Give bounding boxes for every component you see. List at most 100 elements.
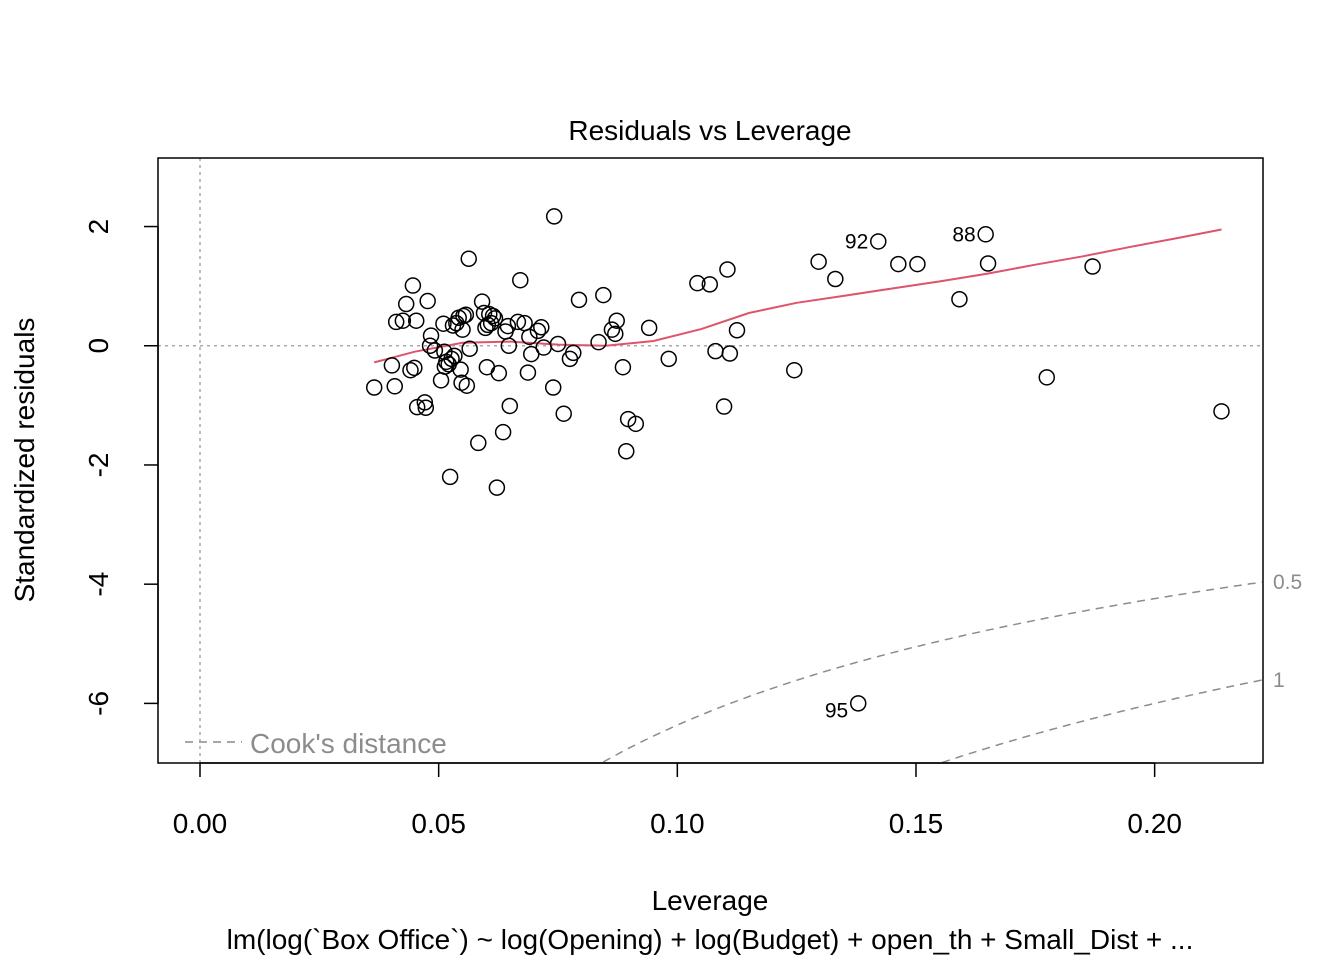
smoother-line-group [373,228,1222,364]
data-point [909,255,926,273]
data-point [443,350,460,368]
data-point [519,364,537,381]
data-point [533,319,550,336]
data-point [786,361,803,379]
data-point [394,312,412,329]
data-point [570,291,588,309]
x-tick-label: 0.00 [173,808,228,839]
data-point [870,233,887,250]
chart-title: Residuals vs Leverage [568,115,851,146]
data-point [435,315,452,332]
y-tick-label: -6 [83,691,114,716]
data-point [426,342,444,359]
data-point [640,319,658,337]
data-point [446,347,463,365]
data-point [482,314,500,332]
data-point [473,293,491,310]
data-point [555,405,572,422]
data-point [512,271,529,289]
data-point [1084,258,1101,275]
data-point [535,339,552,356]
data-point [461,340,478,357]
data-point [441,468,459,486]
data-point [458,377,476,394]
data-point [849,695,867,712]
y-tick-label: -4 [83,572,114,597]
reference-lines [158,158,1263,763]
data-point [387,313,405,331]
point-label: 88 [952,223,975,246]
data-point [608,312,625,329]
x-axis: 0.00 0.05 0.10 0.15 0.20 [173,762,1182,839]
data-point [457,306,475,324]
data-point [478,358,496,376]
x-tick-label: 0.20 [1127,808,1182,839]
model-formula-subtitle: lm(log(`Box Office`) ~ log(Opening) + lo… [227,924,1194,955]
data-point [715,398,733,415]
data-point [979,255,997,272]
y-tick-label: 2 [83,219,114,235]
data-point [827,270,844,288]
data-point [614,358,632,376]
data-point [417,399,435,416]
data-point [627,415,645,433]
data-point [689,274,706,292]
cooks-contour-line [602,581,1263,763]
point-label: 95 [825,699,848,722]
data-point [406,359,423,377]
data-point [529,322,547,340]
data-point [422,327,440,344]
data-point [544,379,562,396]
data-point [460,250,477,267]
data-point [397,295,415,313]
legend: Cook's distance [185,728,447,759]
data-point [595,286,612,304]
cooks-contour-line [941,679,1263,764]
data-point [386,378,404,395]
y-axis-label: Standardized residuals [9,318,40,603]
data-point [421,337,439,355]
y-axis: 2 0 -2 -4 -6 [83,219,159,716]
data-point [501,397,519,415]
data-point [810,253,827,270]
data-points [365,208,1230,712]
data-point [407,312,425,329]
data-point [383,357,401,374]
data-point [402,361,419,379]
x-axis-label: Leverage [652,885,769,916]
data-point [484,307,502,325]
data-point [365,379,383,396]
legend-label: Cook's distance [250,728,447,759]
data-point [521,328,538,346]
point-label: 92 [845,230,868,253]
data-point [455,307,472,325]
data-point [549,335,567,353]
x-tick-label: 0.15 [889,808,944,839]
data-point [721,345,739,362]
data-point [1213,403,1230,420]
data-point [607,325,624,343]
data-point [1038,369,1056,386]
data-point [707,342,724,360]
data-point [951,291,968,308]
cooks-distance-contours: 0.51 [602,571,1302,764]
cooks-contour-label: 0.5 [1273,571,1302,594]
data-point [488,479,506,496]
data-point [660,350,677,368]
data-point [432,372,450,389]
data-point [490,364,508,382]
data-point [701,276,719,293]
data-point [486,310,504,327]
plot-frame [157,157,1264,764]
data-point [977,226,994,243]
data-point [404,277,422,294]
data-point [509,313,527,331]
data-point [419,292,436,310]
data-point [470,434,487,452]
data-point [618,443,635,460]
y-tick-label: 0 [83,338,114,354]
data-point [494,423,512,441]
data-point [500,337,518,355]
data-point [499,317,517,335]
